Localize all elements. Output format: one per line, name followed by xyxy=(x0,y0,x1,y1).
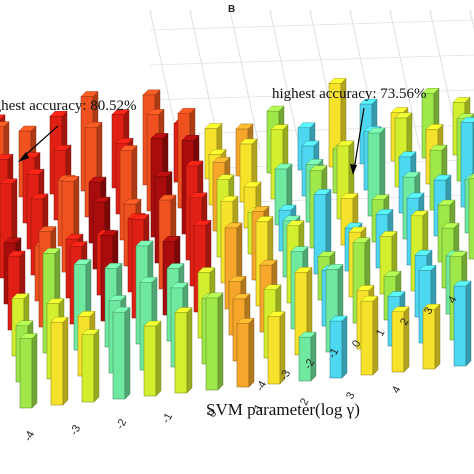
arrow-left xyxy=(21,125,59,159)
bar-137 xyxy=(391,306,410,373)
bar-132 xyxy=(236,317,255,388)
x-tick-label: -3 xyxy=(68,423,83,437)
bar-125 xyxy=(19,333,38,409)
x-tick-label: -2 xyxy=(114,417,129,431)
x-tick-label: -1 xyxy=(160,411,175,425)
annotation-arrows xyxy=(18,107,365,175)
bar-129 xyxy=(143,320,162,397)
x-tick-label: 3 xyxy=(344,390,357,401)
bar-136 xyxy=(360,295,379,376)
y-tick-label: -4 xyxy=(254,379,269,393)
panel-label: B xyxy=(228,4,236,15)
y-tick-label: 4 xyxy=(446,294,459,305)
bar-126 xyxy=(50,316,69,406)
annotation-left: highest accuracy: 80.52% xyxy=(0,98,137,114)
y-tick-label: 0 xyxy=(350,338,363,349)
bar-128 xyxy=(112,306,131,400)
x-tick-label: 2 xyxy=(298,396,311,407)
bar-131 xyxy=(205,292,224,391)
bar-79 xyxy=(468,173,474,260)
y-tick-label: 3 xyxy=(422,305,435,316)
bar-135 xyxy=(329,315,348,379)
x-tick-label: -4 xyxy=(22,429,37,443)
y-tick-label: 1 xyxy=(374,327,387,338)
bars-layer xyxy=(0,77,474,409)
bar-133 xyxy=(267,311,286,385)
bar-138 xyxy=(422,303,441,370)
bar-130 xyxy=(174,306,193,394)
bar-127 xyxy=(81,329,100,403)
x-tick-label: 4 xyxy=(390,384,403,395)
x-tick-label: 0 xyxy=(206,408,219,419)
bar-134 xyxy=(298,331,317,382)
annotation-right: highest accuracy: 73.56% xyxy=(272,86,427,102)
x-axis-title: SVM parameter(log γ) xyxy=(206,400,360,419)
x-tick-label: 1 xyxy=(252,402,265,413)
bar-139 xyxy=(453,280,472,367)
y-tick-label: 2 xyxy=(398,316,411,327)
arrow-right xyxy=(353,107,365,171)
